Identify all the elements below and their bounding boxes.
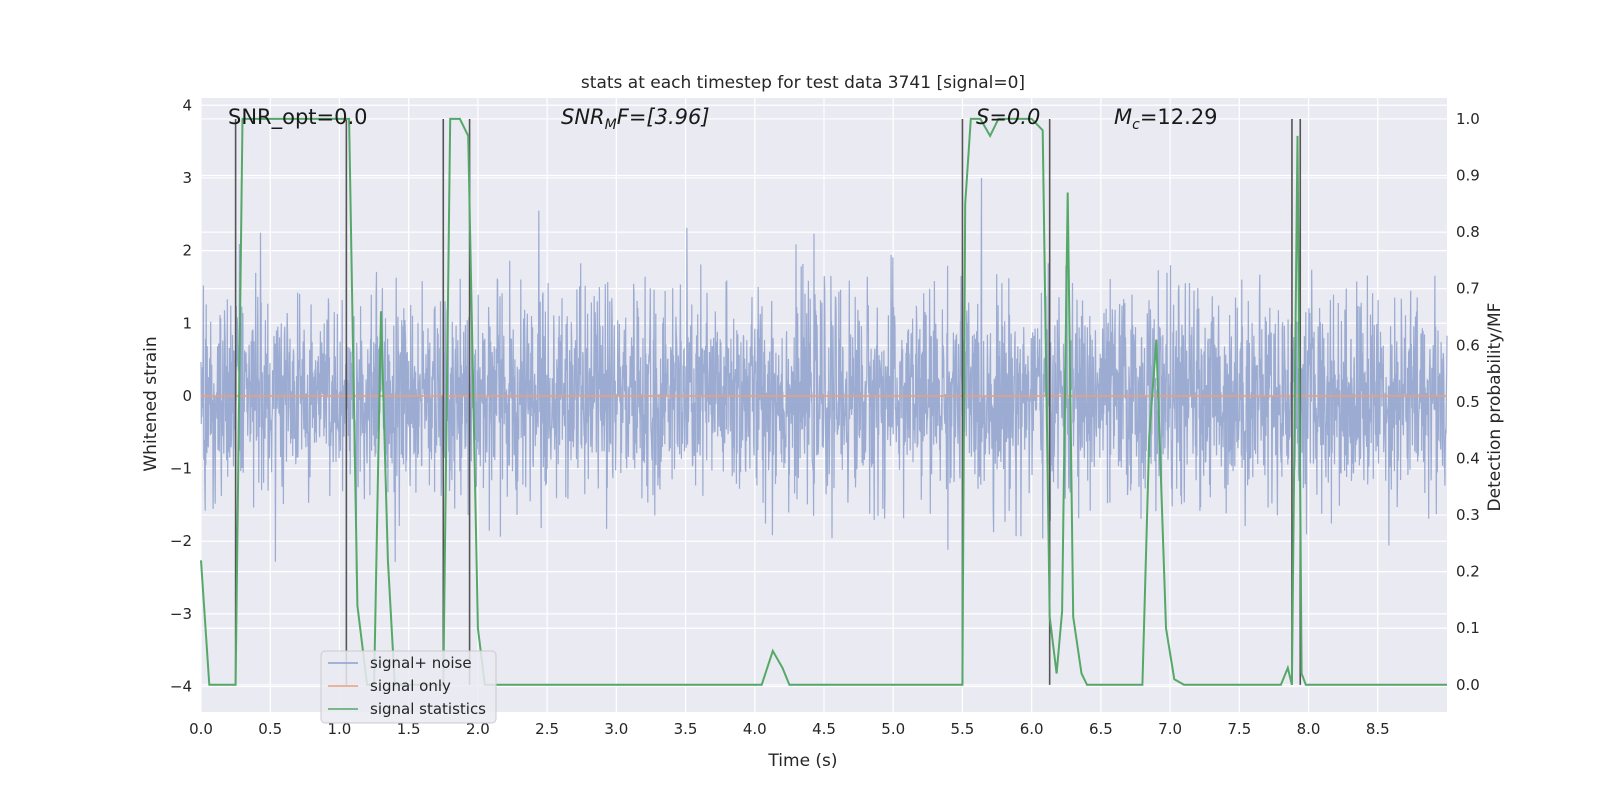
y-left-tick-label-0: 4 [182, 96, 192, 114]
x-tick-label-7: 3.5 [674, 720, 698, 738]
y-right-tick-label-9: 0.1 [1456, 619, 1480, 637]
x-tick-label-1: 0.5 [258, 720, 282, 738]
x-tick-label-4: 2.0 [466, 720, 490, 738]
chart-title: stats at each timestep for test data 374… [581, 73, 1025, 93]
y-right-tick-labels: 1.0 0.9 0.8 0.7 0.6 0.5 0.4 0.3 0.2 0.1 0.0 [1456, 110, 1480, 694]
y-right-tick-label-3: 0.7 [1456, 280, 1480, 298]
x-tick-label-12: 6.0 [1020, 720, 1044, 738]
y-left-tick-label-3: 1 [182, 314, 192, 332]
x-tick-label-2: 1.0 [328, 720, 352, 738]
x-tick-label-13: 6.5 [1089, 720, 1113, 738]
y-right-tick-label-7: 0.3 [1456, 506, 1480, 524]
y-left-tick-label-1: 3 [182, 169, 192, 187]
y-right-tick-label-1: 0.9 [1456, 167, 1480, 185]
y-right-tick-label-5: 0.5 [1456, 393, 1480, 411]
series-signal-noise [200, 177, 1448, 574]
x-tick-label-15: 7.5 [1227, 720, 1251, 738]
mc-main: M [1114, 105, 1132, 129]
x-tick-label-0: 0.0 [189, 720, 213, 738]
x-tick-label-5: 2.5 [535, 720, 559, 738]
legend: signal+ noise signal only signal statist… [320, 650, 497, 724]
y-left-tick-label-6: −2 [170, 532, 192, 550]
y-axis-left-label: Whitened strain [141, 336, 161, 471]
annotation-snr-mf: SNRMF=[3.96] [561, 105, 710, 133]
legend-label-signal-only: signal only [370, 677, 451, 695]
x-tick-label-17: 8.5 [1366, 720, 1390, 738]
series-signal-statistics [200, 117, 1447, 686]
y-right-tick-label-2: 0.8 [1456, 223, 1480, 241]
x-tick-label-9: 4.5 [812, 720, 836, 738]
mc-subscript: c [1132, 117, 1140, 133]
y-axis-right-label: Detection probability/MF [1485, 303, 1505, 512]
y-right-tick-label-4: 0.6 [1456, 336, 1480, 354]
y-right-tick-label-8: 0.2 [1456, 563, 1480, 581]
legend-box [320, 650, 497, 724]
annotation-mc: Mc=12.29 [1114, 105, 1218, 133]
x-tick-label-3: 1.5 [397, 720, 421, 738]
y-left-tick-labels: 4 3 2 1 0 −1 −2 −3 −4 [170, 96, 192, 695]
x-tick-label-6: 3.0 [604, 720, 628, 738]
y-left-tick-label-8: −4 [170, 678, 192, 696]
y-right-tick-label-0: 1.0 [1456, 110, 1480, 128]
y-left-tick-label-7: −3 [170, 605, 192, 623]
x-tick-label-16: 8.0 [1297, 720, 1321, 738]
legend-label-signal-statistics: signal statistics [370, 700, 486, 718]
annotation-snr-opt: SNR_opt=0.0 [228, 105, 368, 130]
statistics-line [200, 117, 1447, 686]
x-tick-label-8: 4.0 [743, 720, 767, 738]
y-right-tick-label-6: 0.4 [1456, 449, 1480, 467]
noise-trace [200, 177, 1448, 574]
y-left-tick-label-4: 0 [182, 387, 192, 405]
s-value: S=0.0 [976, 105, 1040, 129]
x-tick-label-10: 5.0 [881, 720, 905, 738]
snr-mf-subscript: M [605, 117, 617, 133]
x-axis-label: Time (s) [767, 751, 837, 771]
legend-label-signal-noise: signal+ noise [370, 654, 472, 672]
y-left-tick-label-2: 2 [182, 242, 192, 260]
snr-mf-main: SNR [561, 105, 605, 129]
annotation-s: S=0.0 [976, 105, 1040, 129]
y-right-tick-label-10: 0.0 [1456, 676, 1480, 694]
x-tick-labels: 0.0 0.5 1.0 1.5 2.0 2.5 3.0 3.5 4.0 4.5 5.0 5.5 6.0 6… [189, 720, 1390, 738]
x-tick-label-14: 7.0 [1158, 720, 1182, 738]
mc-value: =12.29 [1140, 105, 1218, 129]
snr-mf-value: F=[3.96] [617, 105, 710, 129]
y-left-tick-label-5: −1 [170, 460, 192, 478]
x-tick-label-11: 5.5 [951, 720, 975, 738]
